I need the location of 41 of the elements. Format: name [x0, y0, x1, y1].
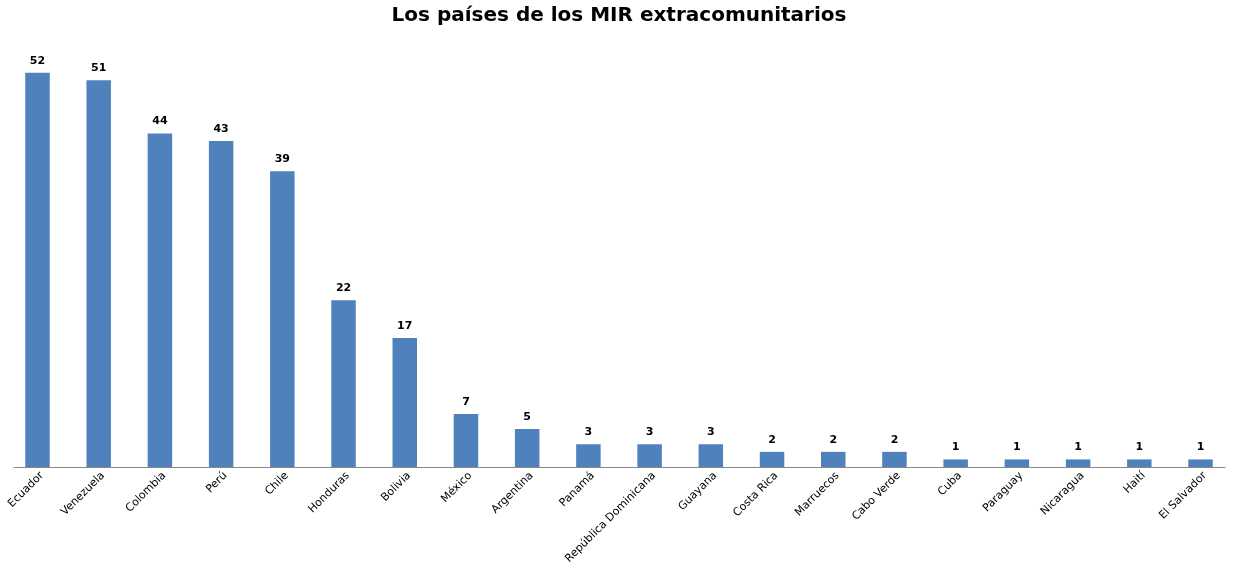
data-label: 1 [1135, 440, 1144, 454]
bar [943, 459, 968, 467]
data-label: 7 [462, 394, 470, 408]
bar [759, 451, 785, 467]
bar [821, 451, 846, 467]
bar [331, 300, 356, 467]
data-label: 1 [1013, 440, 1021, 454]
data-label: 22 [335, 281, 352, 295]
bar [392, 338, 417, 467]
bar [147, 133, 173, 467]
data-label: 3 [706, 425, 715, 439]
bar [270, 171, 295, 467]
data-label: 2 [768, 432, 776, 446]
data-label: 3 [584, 425, 593, 439]
bar [1004, 459, 1030, 467]
data-label: 5 [523, 410, 532, 424]
bar [698, 444, 724, 467]
data-label: 17 [397, 319, 413, 333]
bar [514, 429, 540, 467]
bar [1188, 459, 1213, 467]
data-label: 44 [152, 114, 168, 128]
bar [1127, 459, 1152, 467]
bar [86, 80, 111, 467]
data-label: 1 [1074, 440, 1082, 454]
data-label: 39 [274, 152, 290, 166]
data-label: 51 [91, 61, 107, 75]
chart-title: Los países de los MIR extracomunitarios [391, 2, 847, 26]
bar [1065, 459, 1091, 467]
bar [576, 444, 601, 467]
data-label: 43 [213, 121, 229, 135]
data-label: 3 [645, 425, 654, 439]
bar [208, 140, 234, 467]
data-label: 52 [29, 53, 46, 67]
data-label: 1 [1196, 440, 1205, 454]
data-label: 2 [890, 432, 899, 446]
data-label: 2 [829, 432, 838, 446]
bar [637, 444, 662, 467]
bar [882, 451, 907, 467]
data-label: 1 [951, 440, 960, 454]
bar [453, 413, 479, 467]
bar [25, 72, 50, 467]
